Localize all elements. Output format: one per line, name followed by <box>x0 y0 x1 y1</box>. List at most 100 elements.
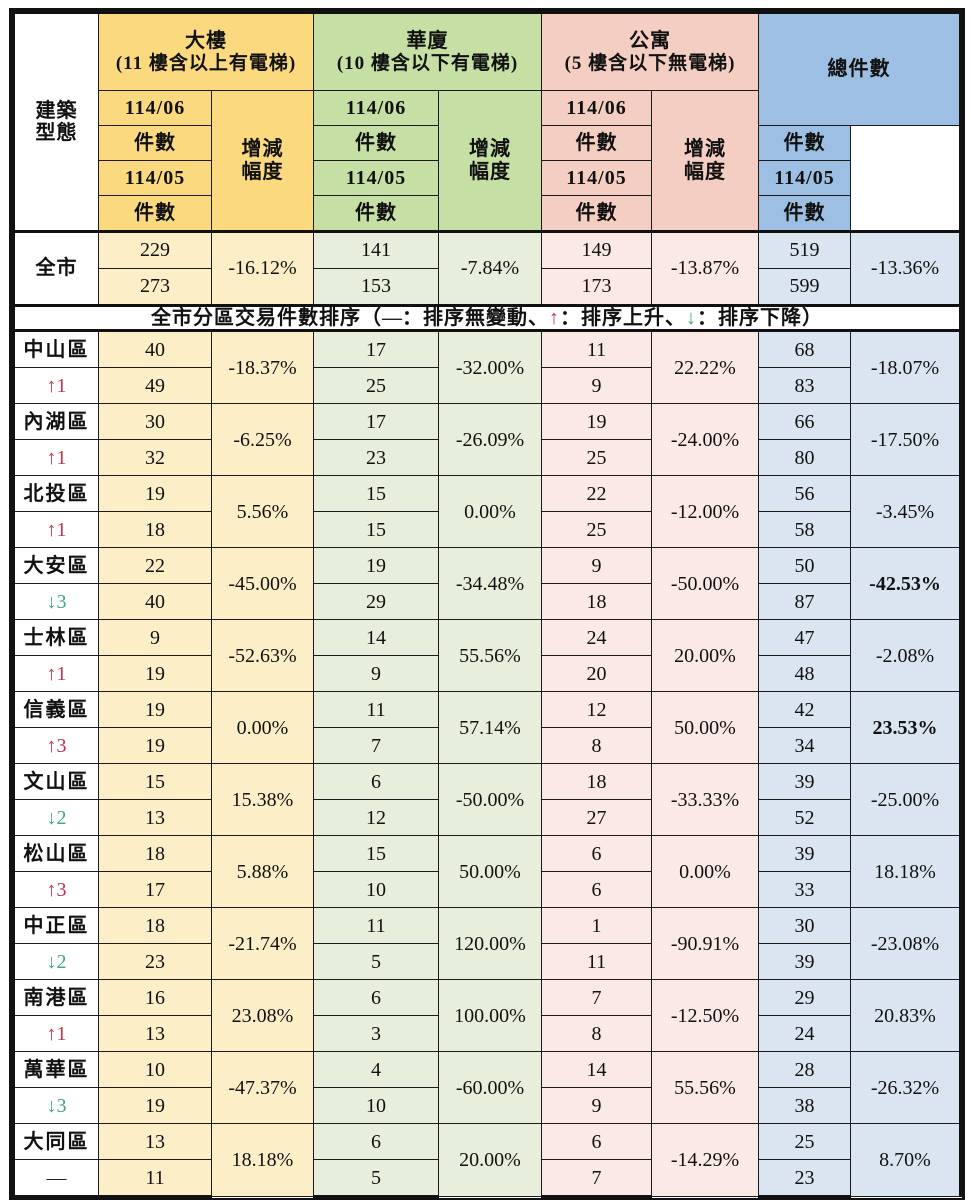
change-header-line2-apartment: 幅度 <box>684 160 727 183</box>
district-rank-change: ↑1 <box>12 511 99 549</box>
cell-building-previous: 18 <box>98 511 212 549</box>
rank-delta-value: 3 <box>56 590 67 613</box>
citywide-label: 全市 <box>12 230 99 306</box>
citywide-mansion-previous: 153 <box>313 268 440 306</box>
cell-building-previous: 32 <box>98 439 212 477</box>
cell-mansion-current: 4 <box>313 1051 440 1089</box>
cell-apartment-change: -90.91% <box>651 907 760 981</box>
ranking-legend: 全市分區交易件數排序（—：排序無變動、↑：排序上升、↓：排序下降） <box>11 303 963 333</box>
rank-delta-value: 1 <box>56 518 67 541</box>
cell-building-current: 18 <box>98 907 212 945</box>
cell-building-current: 19 <box>98 691 212 729</box>
rank-delta-value: 1 <box>56 374 67 397</box>
cell-building-current: 40 <box>98 330 212 369</box>
cell-apartment-change: -24.00% <box>651 403 760 477</box>
cell-building-current: 10 <box>98 1051 212 1089</box>
cell-total-change: -23.08% <box>850 907 963 981</box>
count-label-1-total: 件數 <box>758 125 852 161</box>
cell-total-previous: 23 <box>758 1159 852 1199</box>
district-name: 大安區 <box>12 547 99 585</box>
rank-direction-icon: ↓ <box>46 590 57 613</box>
citywide-row-current: 全市 229 -16.12% 141 -7.84% 149 -13.87% 519 -13.36… <box>12 230 963 306</box>
district-name: 大同區 <box>12 1123 99 1161</box>
cell-building-previous: 40 <box>98 583 212 621</box>
cell-mansion-change: 0.00% <box>438 475 543 549</box>
cell-mansion-previous: 15 <box>313 511 440 549</box>
count-label-1-mansion: 件數 <box>313 125 440 161</box>
change-header-line2-mansion: 幅度 <box>469 160 512 183</box>
cell-total-change: 18.18% <box>850 835 963 909</box>
cell-mansion-current: 11 <box>313 691 440 729</box>
header-sub-row-2: 件數 件數 件數 件數 <box>14 125 961 161</box>
rank-direction-icon: — <box>46 1166 67 1189</box>
period-previous-apartment: 114/05 <box>541 160 653 196</box>
cell-mansion-current: 15 <box>313 835 440 873</box>
cell-building-previous: 13 <box>98 799 212 837</box>
district-rank-change: ↑1 <box>12 1015 99 1053</box>
cell-building-change: -6.25% <box>210 403 315 477</box>
period-previous-total: 114/05 <box>758 160 852 196</box>
count-label-2-apartment: 件數 <box>541 195 653 232</box>
cell-building-current: 16 <box>98 979 212 1017</box>
cell-mansion-change: -34.48% <box>438 547 543 621</box>
group-title-building: 大樓 <box>185 30 227 53</box>
cell-apartment-change: 0.00% <box>651 835 760 909</box>
citywide-apartment-previous: 173 <box>541 268 653 306</box>
rank-direction-icon: ↑ <box>46 1022 57 1045</box>
cell-apartment-previous: 11 <box>541 943 653 981</box>
cell-apartment-previous: 25 <box>541 439 653 477</box>
count-label-2-mansion: 件數 <box>313 195 440 232</box>
cell-mansion-current: 6 <box>313 763 440 801</box>
table-row: 大同區 13 18.18% 6 20.00% 6 -14.29% 25 8.70% <box>12 1123 963 1198</box>
citywide-building-change: -16.12% <box>210 230 315 306</box>
legend-down-text: ：排序下降） <box>697 307 823 329</box>
district-name: 信義區 <box>12 691 99 729</box>
table-row-secondary: ↑3 19 7 8 34 <box>12 727 961 765</box>
cell-building-current: 22 <box>98 547 212 585</box>
table-row-secondary: ↓2 23 5 11 39 <box>12 943 961 981</box>
cell-building-current: 13 <box>98 1123 212 1161</box>
header-group-row: 建築 型態 大樓 (11 樓含以上有電梯) 華廈 (10 樓含以下有電梯) 公寓 (5 樓含以… <box>12 11 963 232</box>
cell-total-current: 29 <box>758 979 852 1017</box>
cell-total-change: 20.83% <box>850 979 963 1053</box>
rank-direction-icon: ↑ <box>46 734 57 757</box>
cell-total-change: -2.08% <box>850 619 963 693</box>
rank-delta-value: 1 <box>56 662 67 685</box>
cell-apartment-change: -33.33% <box>651 763 760 837</box>
cell-apartment-change: 20.00% <box>651 619 760 693</box>
rank-delta-value: 3 <box>56 1094 67 1117</box>
rank-delta-value: 2 <box>56 806 67 829</box>
rank-delta-value: 1 <box>56 1022 67 1045</box>
cell-total-previous: 33 <box>758 871 852 909</box>
cell-building-current: 15 <box>98 763 212 801</box>
cell-building-previous: 19 <box>98 727 212 765</box>
group-title-apartment: 公寓 <box>629 30 672 53</box>
cell-total-current: 39 <box>758 763 852 801</box>
citywide-apartment-current: 149 <box>541 230 653 269</box>
cell-apartment-previous: 7 <box>541 1159 653 1199</box>
cell-total-previous: 38 <box>758 1087 852 1125</box>
legend-prefix: 全市分區交易件數排序（ <box>151 307 382 329</box>
building-type-transaction-table: 建築 型態 大樓 (11 樓含以上有電梯) 華廈 (10 樓含以下有電梯) 公寓 (5 樓含以… <box>8 7 966 1200</box>
arrow-down-icon: ↓ <box>686 307 697 329</box>
cell-total-previous: 24 <box>758 1015 852 1053</box>
cell-total-previous: 34 <box>758 727 852 765</box>
cell-apartment-previous: 8 <box>541 727 653 765</box>
change-header-line2-building: 幅度 <box>241 160 284 183</box>
cell-mansion-current: 17 <box>313 330 440 369</box>
rank-direction-icon: ↓ <box>46 806 57 829</box>
cell-building-previous: 17 <box>98 871 212 909</box>
citywide-row-previous: 273 153 173 599 <box>14 268 961 306</box>
cell-building-change: 23.08% <box>210 979 315 1053</box>
district-name: 南港區 <box>12 979 99 1017</box>
table-row: 文山區 15 15.38% 6 -50.00% 18 -33.33% 39 -25.00% <box>12 763 963 837</box>
cell-building-previous: 13 <box>98 1015 212 1053</box>
cell-total-change: -3.45% <box>850 475 963 549</box>
cell-total-change: -42.53% <box>850 547 963 621</box>
legend-up-text: ：排序上升、 <box>560 307 686 329</box>
cell-mansion-current: 11 <box>313 907 440 945</box>
group-header-building: 大樓 (11 樓含以上有電梯) <box>97 11 315 91</box>
cell-total-previous: 48 <box>758 655 852 693</box>
cell-building-previous: 19 <box>98 1087 212 1125</box>
